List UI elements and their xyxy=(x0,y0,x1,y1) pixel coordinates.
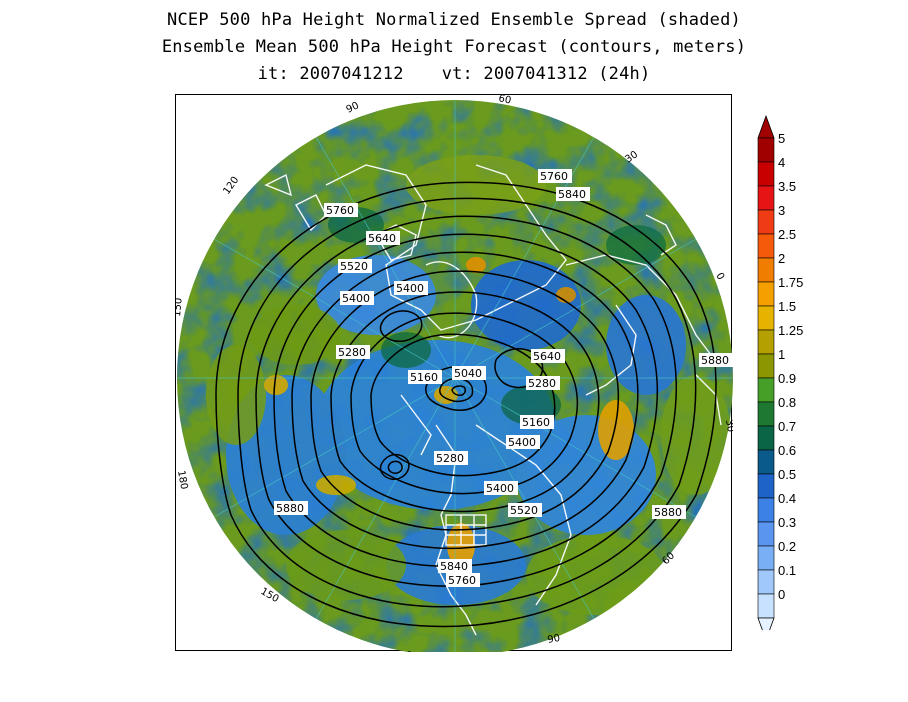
legend-swatch xyxy=(757,593,775,619)
longitude-label: 0 xyxy=(713,271,726,282)
title-line-1: NCEP 500 hPa Height Normalized Ensemble … xyxy=(167,10,741,30)
longitude-label: 90 xyxy=(547,633,561,646)
longitude-labels: 90 60 30 0 30 60 90 120 150 180 150 120 xyxy=(176,95,733,652)
init-time: it: 2007041212 xyxy=(257,64,404,84)
contour-label: 5520 xyxy=(510,504,538,517)
legend-level-label: 0 xyxy=(778,587,786,602)
longitude-label: 150 xyxy=(176,297,185,317)
legend-level-label: 0.5 xyxy=(778,467,797,482)
legend-swatch xyxy=(757,281,775,307)
contour-label: 5880 xyxy=(276,502,304,515)
legend-swatch xyxy=(757,521,775,547)
contour-label: 5280 xyxy=(338,346,366,359)
contour-label: 5760 xyxy=(326,204,354,217)
legend-level-label: 3.5 xyxy=(778,179,797,194)
legend-level-label: 3 xyxy=(778,203,786,218)
contour-label: 5400 xyxy=(396,282,424,295)
valid-time: vt: 2007041312 (24h) xyxy=(441,64,651,84)
legend-level-label: 4 xyxy=(778,155,786,170)
contour-label: 5160 xyxy=(410,371,438,384)
legend-swatch xyxy=(757,353,775,379)
legend-top-arrow xyxy=(757,114,775,139)
legend-level-label: 1.25 xyxy=(778,323,804,338)
legend-level-label: 2.5 xyxy=(778,227,797,242)
legend-swatch xyxy=(757,545,775,571)
longitude-label: 30 xyxy=(723,419,733,433)
legend-level-label: 0.2 xyxy=(778,539,797,554)
contour-label: 5640 xyxy=(368,232,396,245)
color-legend xyxy=(757,114,775,630)
map-frame: 5760 5840 5760 5640 5520 5400 5400 5280 … xyxy=(175,94,733,652)
title-line-3: it: 2007041212 vt: 2007041312 (24h) xyxy=(0,64,908,84)
legend-level-label: 2 xyxy=(778,251,786,266)
legend-level-label: 0.6 xyxy=(778,443,797,458)
longitude-label: 180 xyxy=(176,470,189,491)
legend-level-label: 0.1 xyxy=(778,563,797,578)
longitude-label: 90 xyxy=(345,100,361,115)
longitude-label: 60 xyxy=(497,95,512,107)
legend-swatch xyxy=(757,425,775,451)
legend-level-label: 0.7 xyxy=(778,419,797,434)
legend-swatch xyxy=(757,377,775,403)
contour-label: 5280 xyxy=(436,452,464,465)
legend-level-label: 1.5 xyxy=(778,299,797,314)
legend-swatch xyxy=(757,329,775,355)
contour-label: 5520 xyxy=(340,260,368,273)
longitude-label: 120 xyxy=(221,175,241,197)
contour-label: 5400 xyxy=(486,482,514,495)
legend-swatch xyxy=(757,473,775,499)
polar-map: 5760 5840 5760 5640 5520 5400 5400 5280 … xyxy=(176,95,733,652)
legend-swatch xyxy=(757,305,775,331)
contour-label: 5160 xyxy=(522,416,550,429)
legend-level-label: 1.75 xyxy=(778,275,804,290)
contour-label: 5040 xyxy=(454,367,482,380)
contour-label: 5760 xyxy=(448,574,476,587)
contour-label: 5880 xyxy=(654,506,682,519)
legend-level-label: 0.9 xyxy=(778,371,797,386)
legend-swatch xyxy=(757,449,775,475)
legend-swatch xyxy=(757,137,775,163)
contour-label: 5400 xyxy=(342,292,370,305)
legend-swatch xyxy=(757,569,775,595)
contour-labels: 5760 5840 5760 5640 5520 5400 5400 5280 … xyxy=(274,169,733,587)
contour-label: 5640 xyxy=(533,350,561,363)
legend-level-label: 0.8 xyxy=(778,395,797,410)
contour-label: 5880 xyxy=(701,354,729,367)
legend-level-label: 5 xyxy=(778,131,786,146)
legend-swatch xyxy=(757,257,775,283)
contour-label: 5840 xyxy=(440,560,468,573)
legend-swatch xyxy=(757,161,775,187)
legend-swatch xyxy=(757,401,775,427)
legend-swatch xyxy=(757,497,775,523)
contour-label: 5760 xyxy=(540,170,568,183)
legend-swatch xyxy=(757,233,775,259)
legend-level-label: 0.3 xyxy=(778,515,797,530)
title-line-2: Ensemble Mean 500 hPa Height Forecast (c… xyxy=(161,37,747,57)
contour-label: 5280 xyxy=(528,377,556,390)
longitude-label: 120 xyxy=(393,650,413,652)
height-contours xyxy=(215,181,717,628)
legend-level-label: 1 xyxy=(778,347,786,362)
legend-level-label: 0.4 xyxy=(778,491,797,506)
contour-label: 5400 xyxy=(508,436,536,449)
contour-label: 5840 xyxy=(558,188,586,201)
legend-swatch xyxy=(757,185,775,211)
legend-bottom-arrow xyxy=(757,617,775,630)
legend-swatch xyxy=(757,209,775,235)
